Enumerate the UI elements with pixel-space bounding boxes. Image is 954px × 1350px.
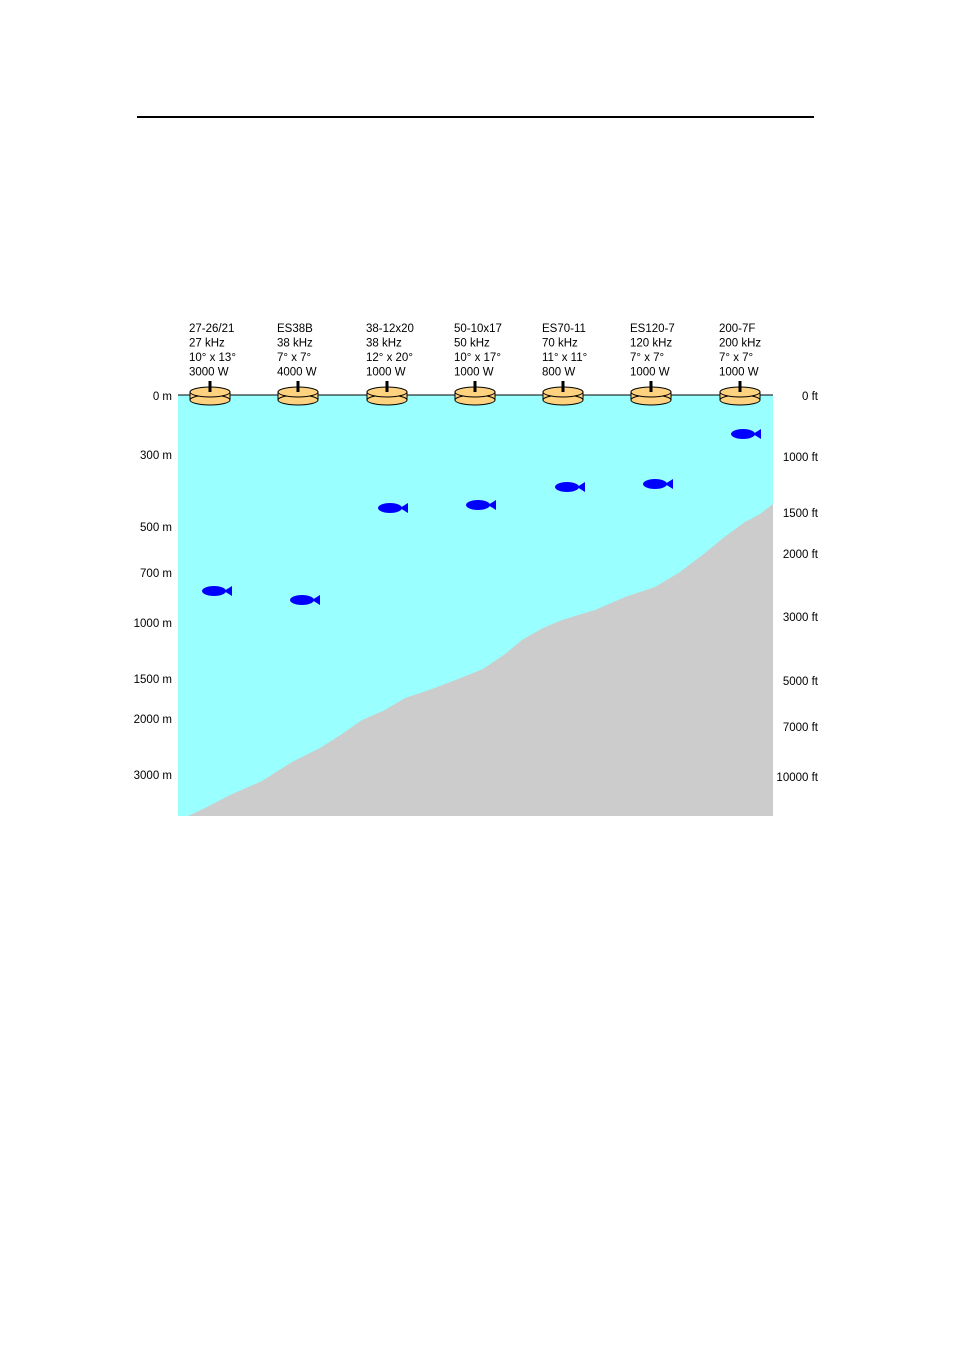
transducer-model-label: ES38B (277, 323, 313, 335)
depth-scale-m-label: 300 m (140, 450, 172, 462)
depth-scale-m-label: 2000 m (134, 714, 172, 726)
depth-scale-ft-label: 1500 ft (783, 508, 819, 520)
transducer-beamwidth-label: 11° x 11° (542, 352, 587, 364)
depth-scale-m-label: 700 m (140, 568, 172, 580)
page-header-rule (137, 116, 814, 118)
transducer-beamwidth-label: 10° x 13° (189, 352, 236, 364)
transducer-power-label: 1000 W (630, 367, 670, 379)
depth-scale-m-label: 0 m (153, 391, 172, 403)
transducer-beamwidth-label: 7° x 7° (277, 352, 311, 364)
depth-scale-m-label: 3000 m (134, 770, 172, 782)
fish-icon (555, 482, 585, 492)
transducer-icon (189, 381, 231, 406)
transducer-frequency-label: 120 kHz (630, 338, 672, 350)
depth-scale-ft-label: 1000 ft (783, 452, 819, 464)
transducer-icon (277, 381, 319, 406)
transducer-1: 27-26/21 27 kHz 10° x 13° 3000 W (189, 323, 236, 406)
transducer-4: 50-10x17 50 kHz 10° x 17° 1000 W (454, 323, 502, 406)
transducer-model-label: 200-7F (719, 323, 755, 335)
transducer-frequency-label: 70 kHz (542, 338, 578, 350)
transducer-power-label: 800 W (542, 367, 575, 379)
fish-icon (202, 586, 232, 596)
transducer-frequency-label: 38 kHz (277, 338, 313, 350)
depth-scale-m-label: 1000 m (134, 618, 172, 630)
fish-icon (290, 595, 320, 605)
transducer-model-label: 50-10x17 (454, 323, 502, 335)
transducer-icon (630, 381, 672, 406)
transducer-beamwidth-label: 10° x 17° (454, 352, 501, 364)
depth-scale-m-label: 500 m (140, 522, 172, 534)
transducer-frequency-label: 38 kHz (366, 338, 402, 350)
transducer-beamwidth-label: 12° x 20° (366, 352, 413, 364)
transducer-model-label: ES70-11 (542, 323, 586, 335)
transducer-model-label: 38-12x20 (366, 323, 414, 335)
transducer-icon (366, 381, 408, 406)
depth-scale-ft-label: 0 ft (802, 391, 819, 403)
transducer-beamwidth-label: 7° x 7° (719, 352, 753, 364)
transducer-3: 38-12x20 38 kHz 12° x 20° 1000 W (366, 323, 414, 406)
transducer-power-label: 3000 W (189, 367, 229, 379)
transducer-power-label: 1000 W (454, 367, 494, 379)
depth-scale-ft-label: 10000 ft (776, 772, 818, 784)
transducer-icon (454, 381, 496, 406)
depth-scale-m-label: 1500 m (134, 674, 172, 686)
fish-icon (643, 479, 673, 489)
seabed-profile (188, 504, 773, 816)
transducer-icon (542, 381, 584, 406)
transducer-model-label: ES120-7 (630, 323, 675, 335)
transducer-power-label: 1000 W (719, 367, 759, 379)
transducer-5: ES70-11 70 kHz 11° x 11° 800 W (542, 323, 587, 406)
depth-scale-ft-label: 3000 ft (783, 612, 819, 624)
transducer-beamwidth-label: 7° x 7° (630, 352, 664, 364)
fish-icon (378, 503, 408, 513)
fish-icon (731, 429, 761, 439)
transducer-frequency-label: 50 kHz (454, 338, 490, 350)
transducer-frequency-label: 200 kHz (719, 338, 761, 350)
depth-scale-ft-label: 5000 ft (783, 676, 819, 688)
depth-scale-ft-label: 2000 ft (783, 549, 819, 561)
depth-scale-ft-label: 7000 ft (783, 722, 819, 734)
transducer-power-label: 4000 W (277, 367, 317, 379)
transducer-icon (719, 381, 761, 406)
transducer-power-label: 1000 W (366, 367, 406, 379)
transducer-6: ES120-7 120 kHz 7° x 7° 1000 W (630, 323, 675, 406)
transducer-7: 200-7F 200 kHz 7° x 7° 1000 W (719, 323, 761, 406)
fish-icon (466, 500, 496, 510)
transducer-model-label: 27-26/21 (189, 323, 234, 335)
transducer-2: ES38B 38 kHz 7° x 7° 4000 W (277, 323, 319, 406)
transducer-frequency-label: 27 kHz (189, 338, 225, 350)
